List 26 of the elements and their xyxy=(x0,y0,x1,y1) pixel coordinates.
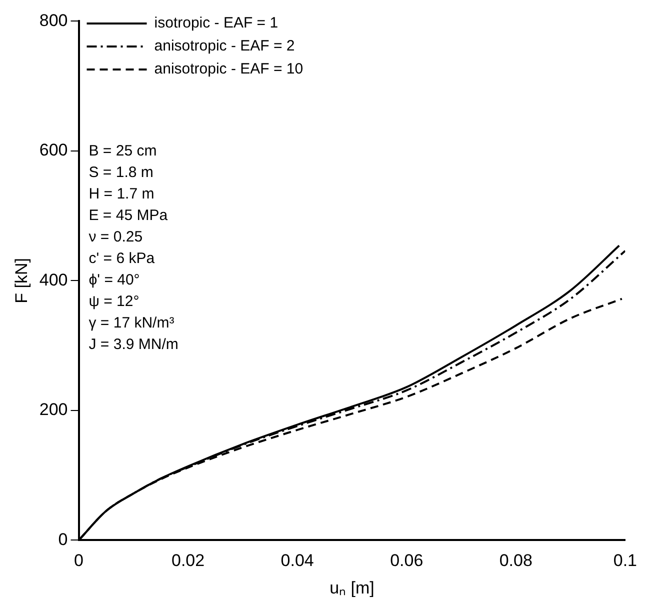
annotation: E = 45 MPa xyxy=(88,206,168,224)
annotation: c' = 6 kPa xyxy=(88,250,156,267)
x-tick-label: 0.06 xyxy=(390,551,424,570)
y-tick-label: 800 xyxy=(39,10,68,30)
annotation: H = 1.7 m xyxy=(88,185,154,202)
x-tick-label: 0.04 xyxy=(280,551,314,570)
legend-label: isotropic - EAF = 1 xyxy=(154,14,278,32)
x-tick-label: 0 xyxy=(74,551,84,570)
x-tick-label: 0.02 xyxy=(172,551,205,570)
y-tick-label: 600 xyxy=(39,140,68,160)
annotation: γ = 17 kN/m³ xyxy=(88,314,174,332)
annotation: S = 1.8 m xyxy=(88,164,154,181)
x-tick-label: 0.1 xyxy=(613,551,638,570)
x-tick-label: 0.08 xyxy=(499,551,532,570)
legend-label: anisotropic - EAF = 2 xyxy=(154,38,295,55)
annotation: ψ = 12° xyxy=(88,292,140,310)
y-tick-label: 0 xyxy=(58,530,68,549)
legend-label: anisotropic - EAF = 10 xyxy=(154,60,304,78)
y-tick-label: 400 xyxy=(39,270,68,290)
x-axis-title: uₙ [m] xyxy=(330,578,374,598)
annotation: B = 25 cm xyxy=(88,142,157,160)
y-axis-title: F [kN] xyxy=(12,258,31,304)
annotation: ϕ' = 40° xyxy=(88,271,140,288)
y-tick-label: 200 xyxy=(39,400,68,420)
annotation: ν = 0.25 xyxy=(88,228,143,246)
annotation: J = 3.9 MN/m xyxy=(88,336,178,353)
